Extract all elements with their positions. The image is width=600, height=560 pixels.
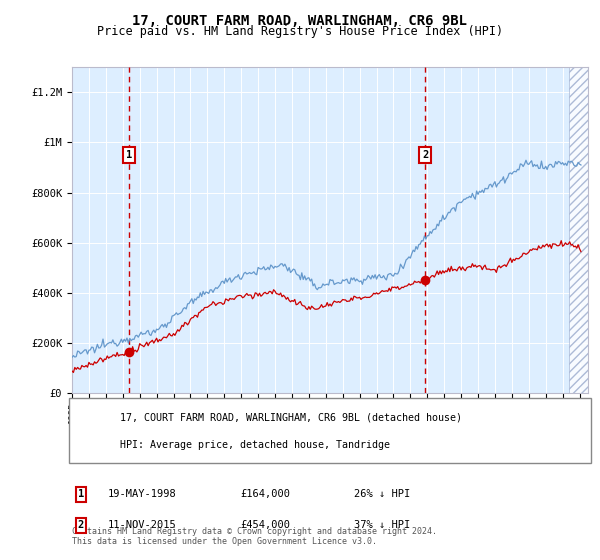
Text: £454,000: £454,000 bbox=[240, 520, 290, 530]
Text: 2: 2 bbox=[78, 520, 84, 530]
Text: 1: 1 bbox=[126, 150, 133, 160]
Text: 26% ↓ HPI: 26% ↓ HPI bbox=[354, 489, 410, 500]
Text: 37% ↓ HPI: 37% ↓ HPI bbox=[354, 520, 410, 530]
Text: 1: 1 bbox=[78, 489, 84, 500]
Text: £164,000: £164,000 bbox=[240, 489, 290, 500]
Text: 17, COURT FARM ROAD, WARLINGHAM, CR6 9BL: 17, COURT FARM ROAD, WARLINGHAM, CR6 9BL bbox=[133, 14, 467, 28]
Text: 11-NOV-2015: 11-NOV-2015 bbox=[108, 520, 177, 530]
Text: HPI: Average price, detached house, Tandridge: HPI: Average price, detached house, Tand… bbox=[120, 441, 390, 450]
Text: 19-MAY-1998: 19-MAY-1998 bbox=[108, 489, 177, 500]
Text: 2: 2 bbox=[422, 150, 428, 160]
Text: Contains HM Land Registry data © Crown copyright and database right 2024.
This d: Contains HM Land Registry data © Crown c… bbox=[72, 526, 437, 546]
Text: 17, COURT FARM ROAD, WARLINGHAM, CR6 9BL (detached house): 17, COURT FARM ROAD, WARLINGHAM, CR6 9BL… bbox=[120, 413, 462, 423]
Bar bbox=[569, 67, 588, 394]
Text: Price paid vs. HM Land Registry's House Price Index (HPI): Price paid vs. HM Land Registry's House … bbox=[97, 25, 503, 38]
